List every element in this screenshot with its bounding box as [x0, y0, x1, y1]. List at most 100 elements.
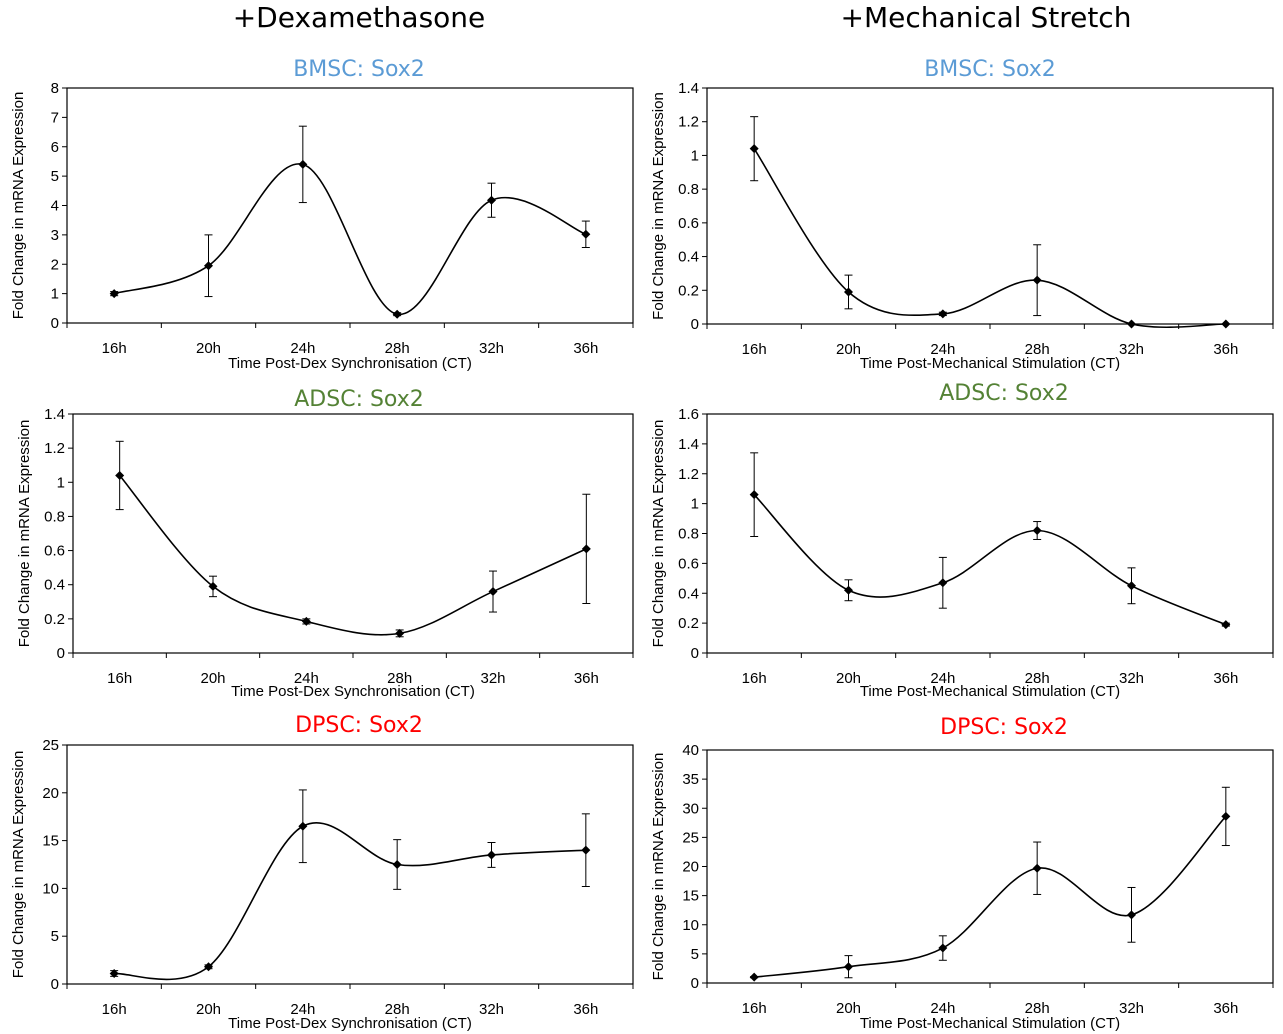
data-point-marker — [844, 962, 853, 972]
x-tick-label: 32h — [1119, 341, 1144, 358]
x-axis-label: Time Post-Mechanical Stimulation (CT) — [860, 683, 1120, 700]
y-axis-label: Fold Change in mRNA Expression — [16, 420, 33, 648]
y-axis-label: Fold Change in mRNA Expression — [10, 751, 27, 979]
data-point-marker — [938, 578, 948, 588]
x-tick-label: 16h — [742, 1000, 767, 1017]
series-line — [113, 163, 587, 316]
x-tick-label: 20h — [836, 670, 861, 687]
x-tick-label: 36h — [1213, 341, 1238, 358]
y-tick-label: 5 — [691, 946, 699, 963]
column-header-dexamethasone: +Dexamethasone — [232, 1, 486, 34]
y-tick-label: 8 — [51, 80, 59, 97]
y-tick-label: 0.4 — [44, 577, 65, 594]
y-tick-label: 40 — [682, 742, 699, 759]
y-tick-label: 1.4 — [678, 436, 699, 453]
y-tick-label: 5 — [51, 168, 59, 185]
chart-title: BMSC: Sox2 — [924, 57, 1056, 82]
x-tick-label: 36h — [1213, 1000, 1238, 1017]
series-line — [753, 494, 1227, 626]
y-tick-label: 0 — [57, 645, 65, 662]
x-axis-label: Time Post-Mechanical Stimulation (CT) — [860, 1015, 1120, 1032]
y-tick-label: 0.8 — [678, 181, 699, 198]
chart-panel-3: ADSC: Sox2 0 0.2 0.4 0.6 0.8 1 1.2 1.4 16h 20h 24h 2… — [16, 387, 634, 700]
y-tick-label: 20 — [682, 859, 699, 876]
chart-panel-6: DPSC: Sox2 0 5 10 15 20 25 30 35 40 16h 20h 24h 28h 32… — [650, 715, 1274, 1032]
y-tick-label: 1 — [57, 474, 65, 491]
data-point-marker — [581, 544, 591, 554]
data-point-marker — [109, 289, 119, 299]
x-axis-label: Time Post-Dex Synchronisation (CT) — [228, 1015, 472, 1032]
x-tick-label: 28h — [385, 1001, 410, 1018]
plot-area-border — [66, 744, 634, 985]
y-axis-label: Fold Change in mRNA Expression — [650, 420, 667, 648]
y-tick-label: 4 — [51, 198, 59, 215]
y-tick-label: 0.4 — [678, 585, 699, 602]
data-point-marker — [204, 261, 213, 271]
x-tick-label: 28h — [1025, 670, 1050, 687]
y-tick-label: 35 — [682, 771, 699, 788]
x-axis-label: Time Post-Dex Synchronisation (CT) — [228, 355, 472, 372]
data-point-marker — [1127, 581, 1136, 591]
x-tick-label: 20h — [196, 1001, 221, 1018]
data-point-marker — [749, 972, 759, 982]
data-point-marker — [749, 490, 759, 500]
data-point-marker — [581, 845, 591, 855]
y-axis-label: Fold Change in mRNA Expression — [650, 92, 667, 320]
data-point-marker — [487, 850, 496, 860]
y-tick-label: 5 — [51, 928, 59, 945]
y-tick-label: 0 — [691, 316, 699, 333]
y-tick-label: 1.6 — [678, 406, 699, 423]
chart-title: BMSC: Sox2 — [293, 57, 425, 82]
x-axis-label: Time Post-Mechanical Stimulation (CT) — [860, 355, 1120, 372]
y-tick-label: 25 — [682, 829, 699, 846]
y-tick-label: 0.2 — [678, 615, 699, 632]
data-point-marker — [487, 195, 496, 205]
data-point-marker — [749, 144, 759, 154]
chart-panel-2: BMSC: Sox2 0 0.2 0.4 0.6 0.8 1 1.2 1.4 16h 20h 24h 2… — [650, 57, 1274, 372]
y-tick-label: 1.2 — [44, 440, 65, 457]
x-tick-label: 28h — [1025, 341, 1050, 358]
data-point-marker — [392, 860, 402, 869]
x-tick-label: 24h — [290, 340, 315, 357]
x-tick-label: 32h — [480, 670, 505, 687]
x-tick-label: 32h — [1119, 1000, 1144, 1017]
y-tick-label: 15 — [42, 833, 59, 850]
x-axis-label: Time Post-Dex Synchronisation (CT) — [231, 683, 475, 700]
data-point-marker — [1032, 863, 1042, 873]
data-point-marker — [844, 287, 853, 297]
data-point-marker — [208, 581, 218, 591]
data-point-marker — [298, 159, 308, 169]
series-line — [114, 822, 586, 981]
y-tick-label: 0 — [691, 975, 699, 992]
data-point-marker — [1032, 526, 1042, 536]
data-point-marker — [298, 821, 308, 831]
x-tick-label: 24h — [930, 670, 955, 687]
plot-area-border — [706, 749, 1274, 984]
data-point-marker — [844, 585, 853, 595]
x-tick-label: 16h — [102, 340, 127, 357]
x-tick-label: 20h — [200, 670, 225, 687]
x-tick-label: 16h — [107, 670, 132, 687]
column-header-mechanical-stretch: +Mechanical Stretch — [840, 1, 1132, 34]
chart-title: ADSC: Sox2 — [294, 387, 424, 412]
x-tick-label: 36h — [573, 1001, 598, 1018]
plot-area-border — [706, 413, 1274, 654]
chart-title: ADSC: Sox2 — [939, 381, 1069, 406]
data-point-marker — [1221, 620, 1231, 630]
data-point-marker — [1127, 910, 1136, 920]
x-tick-label: 36h — [573, 340, 598, 357]
y-tick-label: 1 — [691, 147, 699, 164]
series-line — [754, 815, 1227, 978]
series-line — [753, 148, 1226, 329]
y-tick-label: 2 — [51, 256, 59, 273]
data-point-marker — [938, 309, 948, 319]
data-point-marker — [204, 962, 213, 972]
x-tick-label: 24h — [930, 341, 955, 358]
chart-panel-5: DPSC: Sox2 0 5 10 15 20 25 16h 20h 24h 28h 32h 36h Ti… — [10, 713, 634, 1032]
x-tick-label: 20h — [836, 1000, 861, 1017]
x-tick-label: 20h — [836, 341, 861, 358]
plot-area-border — [706, 87, 1274, 325]
y-tick-label: 25 — [42, 737, 59, 754]
y-tick-label: 0.6 — [678, 215, 699, 232]
